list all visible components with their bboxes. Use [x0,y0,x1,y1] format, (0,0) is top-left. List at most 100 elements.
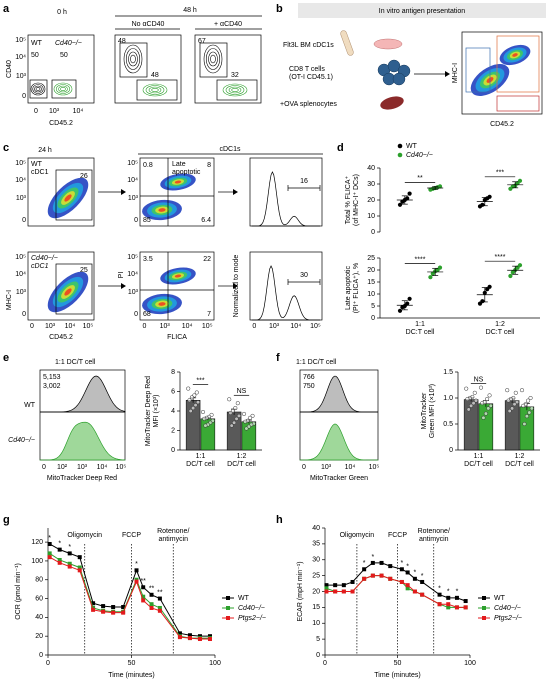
density [158,302,166,306]
legend-label: WT [494,595,506,602]
significance: ** [140,578,146,585]
data-point [111,605,116,610]
y-tick-label: 0 [371,315,375,322]
label: MitoTracker Green [310,475,368,482]
data-point [229,423,234,428]
data-point [193,403,198,408]
legend-marker [482,606,486,610]
arrow-head [233,283,238,289]
label: 10⁴ [290,323,301,330]
flow-plot [114,34,182,104]
data-point [243,419,248,424]
data-point [522,421,527,427]
flow-plot [139,157,215,227]
injection-label: Oligomycin [67,532,102,539]
y-tick-label: 8 [171,369,175,376]
data-point [437,265,443,270]
significance: * [421,573,424,580]
label: 22 [203,256,211,263]
label: CD45.2 [49,334,73,341]
x-tick-label: 1:1 DC/T cell [186,453,215,468]
y-tick-label: 30 [367,181,375,188]
label: 10⁴ [127,177,138,184]
data-point [480,299,485,304]
data-point [341,583,346,588]
data-point [370,573,375,578]
data-point [244,426,249,431]
significance: **** [495,254,506,261]
label: 0 [302,464,306,471]
density [174,180,182,184]
label: 1:1 DC/T cell [55,359,96,366]
label: 10³ [16,73,27,80]
label: 0 [22,311,26,318]
data-point [149,605,154,610]
data-point [405,301,410,306]
contour [32,84,44,94]
label: WT [31,40,43,47]
legend-label: WT [406,143,418,150]
data-point [121,610,126,615]
data-point [111,610,116,615]
histogram [39,421,126,461]
density [64,288,72,296]
data-point [77,568,82,573]
contour [151,88,159,92]
contour [231,88,239,92]
title-box [298,3,546,18]
label: FLICA [167,334,187,341]
label: 10⁴ [345,464,356,471]
data-point [188,408,193,414]
y-axis-label: MitoTrackerGreen MFI (×10³) [421,384,436,438]
data-point [235,401,240,406]
y-tick-label: 100 [31,558,43,565]
cell-icon [392,72,406,86]
label: +OVA splenocytes [280,101,337,108]
data-point [463,605,468,610]
arrow-head [121,189,126,195]
y-tick-label: 20 [312,588,320,595]
significance: ** [157,589,163,596]
label: 8 [207,162,211,169]
data-point [517,178,523,183]
data-point [333,589,338,594]
data-point [513,390,518,395]
y-tick-label: 0 [371,229,375,236]
data-point [157,608,162,613]
significance: *** [196,377,204,384]
significance: * [371,554,374,561]
data-point [405,586,410,591]
data-point [194,390,199,395]
contour [58,85,68,93]
data-point [399,579,404,584]
label: Flt3L BM cDC1s [283,42,334,49]
legend-marker [482,596,486,600]
data-point [488,403,493,408]
data-point [67,564,72,569]
label: No αCD40 [132,21,165,28]
data-point [507,408,512,414]
label: 10² [57,464,68,471]
data-point [510,406,515,411]
label: 10³ [160,323,171,330]
label: 25 [80,267,88,274]
data-point [397,308,403,313]
data-point [506,398,511,403]
label: 10⁴ [73,108,84,115]
y-tick-label: 2 [171,427,175,434]
histogram [299,375,378,413]
significance: * [58,540,61,547]
data-point [478,385,484,390]
label: 50 [31,52,39,59]
panel-letter: f [276,352,280,364]
data-point [454,605,459,610]
legend-marker [397,152,403,158]
data-point [91,601,96,606]
arrow-head [233,189,238,195]
label: 766 [303,374,315,381]
y-axis-label: MitoTracker Deep RedMFI (×10³) [145,376,160,446]
contour [148,86,162,94]
data-point [480,401,485,406]
data-point [195,400,201,405]
